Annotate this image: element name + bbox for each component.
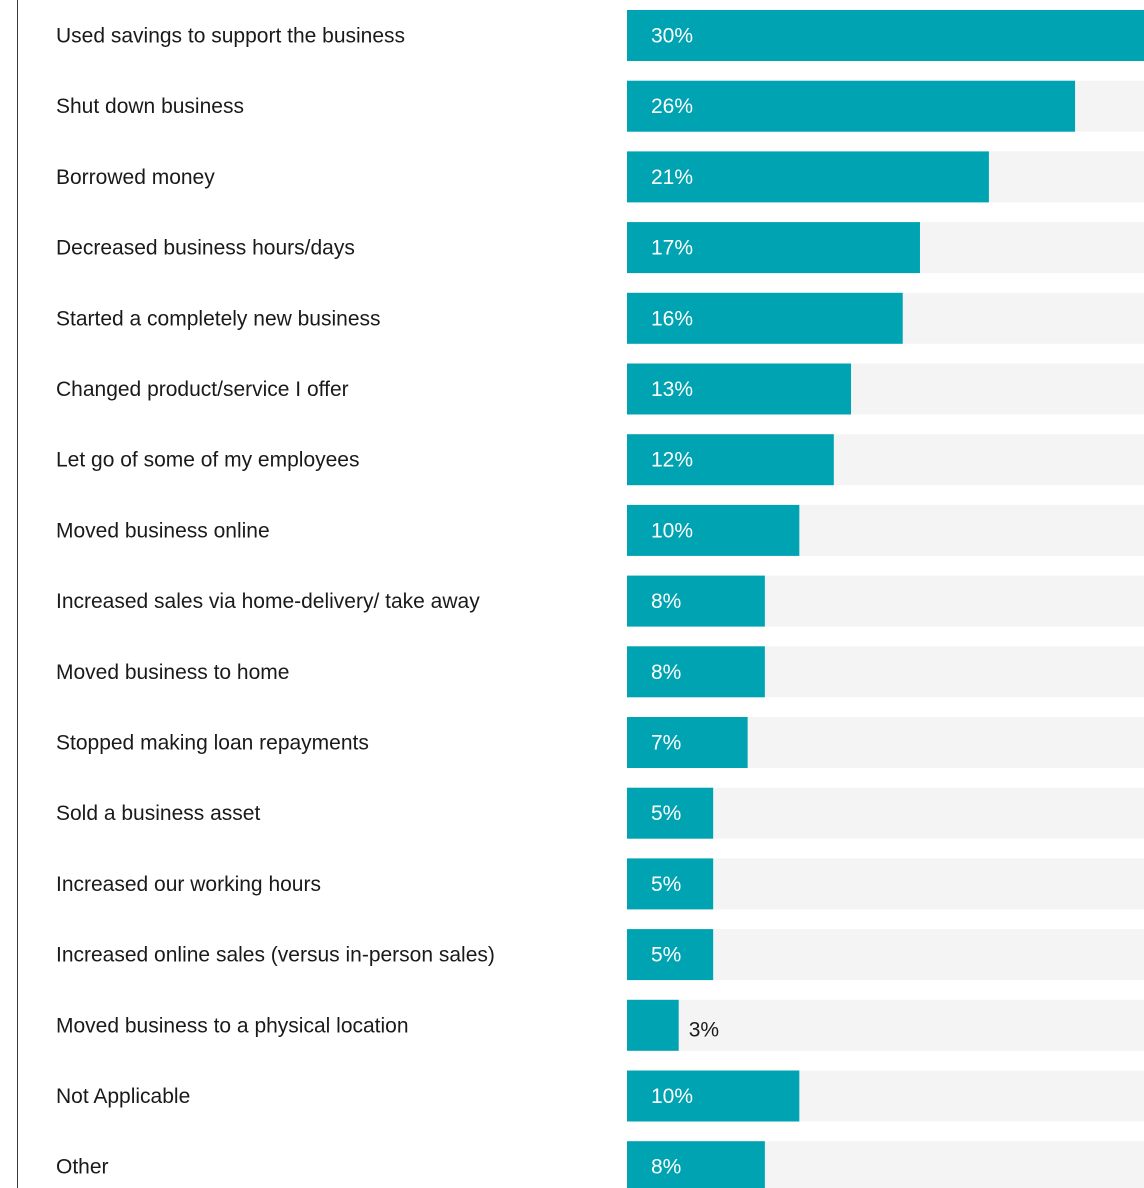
category-label: Moved business to home xyxy=(56,661,289,684)
bar-row: Changed product/service I offer 13% xyxy=(56,363,1144,415)
category-label: Used savings to support the business xyxy=(56,25,405,48)
category-label: Increased online sales (versus in-person… xyxy=(56,944,495,967)
value-label: 10% xyxy=(651,1085,693,1108)
category-label: Shut down business xyxy=(56,95,244,118)
value-label: 17% xyxy=(651,237,693,260)
bar xyxy=(627,292,903,344)
category-label: Decreased business hours/days xyxy=(56,237,355,260)
bar-row: Stopped making loan repayments 7% xyxy=(56,717,1144,768)
value-label: 5% xyxy=(651,802,681,825)
bar xyxy=(627,717,748,768)
value-label: 8% xyxy=(651,590,681,613)
bar xyxy=(627,10,1144,61)
bar-row: Other 8% xyxy=(56,1141,1144,1188)
bar xyxy=(627,80,1076,132)
value-label: 8% xyxy=(651,661,681,684)
value-label: 5% xyxy=(651,944,681,967)
category-label: Started a completely new business xyxy=(56,307,381,330)
bar xyxy=(627,1141,765,1188)
category-label: Sold a business asset xyxy=(56,802,260,825)
bar-row: Sold a business asset 5% xyxy=(56,787,1144,839)
bar-row: Decreased business hours/days 17% xyxy=(56,222,1144,274)
category-label: Changed product/service I offer xyxy=(56,378,349,401)
bar-row: Increased sales via home-delivery/ take … xyxy=(56,575,1144,627)
bar-row: Increased online sales (versus in-person… xyxy=(56,929,1144,981)
left-axis-line xyxy=(17,0,18,1188)
value-label: 16% xyxy=(651,307,693,330)
bar xyxy=(627,575,765,627)
value-label: 21% xyxy=(651,166,693,189)
bar-row: Moved business online 10% xyxy=(56,504,1144,556)
value-label: 26% xyxy=(651,95,693,118)
bar-row: Borrowed money 21% xyxy=(56,151,1144,203)
bar xyxy=(627,787,714,839)
bar-row: Started a completely new business 16% xyxy=(56,292,1144,344)
bar-row: Let go of some of my employees 12% xyxy=(56,434,1144,486)
value-label: 8% xyxy=(651,1156,681,1179)
bar xyxy=(627,1070,800,1122)
bar-row: Used savings to support the business 30% xyxy=(56,10,1144,61)
category-label: Not Applicable xyxy=(56,1085,190,1108)
bar xyxy=(627,858,714,910)
bar-track xyxy=(627,999,1144,1051)
bar xyxy=(627,151,989,203)
bar xyxy=(627,646,765,698)
value-label: 7% xyxy=(651,732,681,755)
value-label: 5% xyxy=(651,873,681,896)
bar xyxy=(627,363,852,415)
value-label: 30% xyxy=(651,25,693,48)
category-label: Let go of some of my employees xyxy=(56,449,360,472)
bar xyxy=(627,504,800,556)
category-label: Stopped making loan repayments xyxy=(56,732,369,755)
bar xyxy=(627,999,679,1051)
category-label: Moved business to a physical location xyxy=(56,1014,409,1037)
value-label: 13% xyxy=(651,378,693,401)
bar-row: Not Applicable 10% xyxy=(56,1070,1144,1122)
bar-row: Increased our working hours 5% xyxy=(56,858,1144,910)
bar xyxy=(627,929,714,981)
category-label: Increased sales via home-delivery/ take … xyxy=(56,590,480,613)
category-label: Borrowed money xyxy=(56,166,215,189)
value-label: 12% xyxy=(651,449,693,472)
value-label: 3% xyxy=(689,1018,719,1041)
bar xyxy=(627,222,920,274)
bar-row: Shut down business 26% xyxy=(56,80,1144,132)
category-label: Increased our working hours xyxy=(56,873,321,896)
bar-row: Moved business to a physical location 3% xyxy=(56,999,1144,1051)
bar xyxy=(627,434,834,486)
category-label: Other xyxy=(56,1156,109,1179)
value-label: 10% xyxy=(651,519,693,542)
category-label: Moved business online xyxy=(56,519,270,542)
bar-row: Moved business to home 8% xyxy=(56,646,1144,698)
